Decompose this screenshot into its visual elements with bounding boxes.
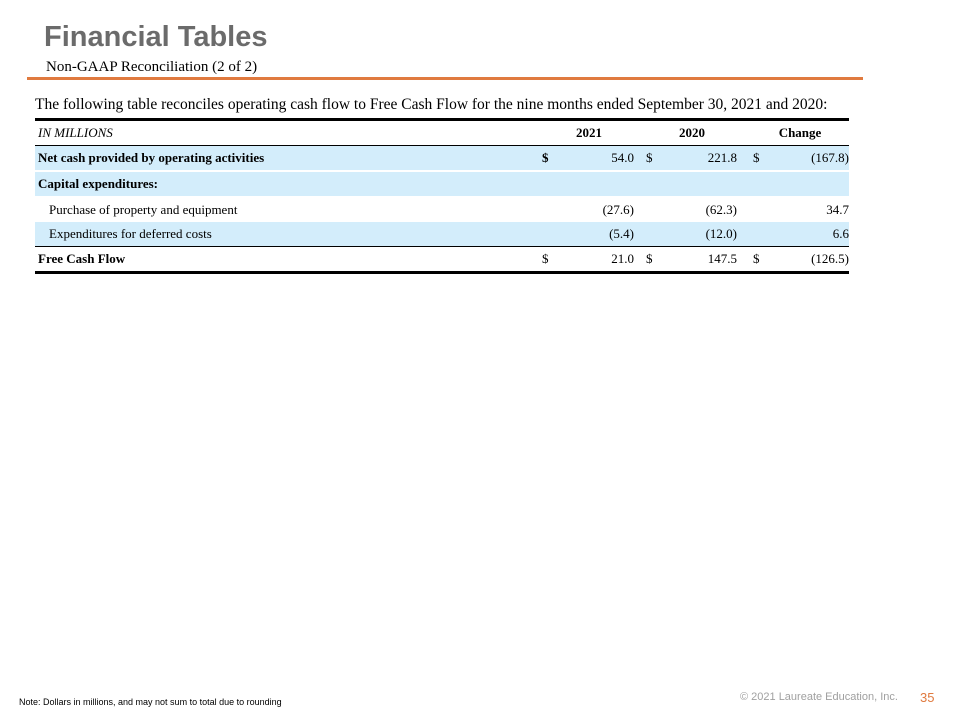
- value-2021: (27.6): [602, 202, 634, 217]
- value-change: (167.8): [811, 150, 849, 165]
- table-row-free-cash-flow: Free Cash Flow $ 21.0 $ 147.5 $ (126.5): [35, 247, 849, 271]
- column-header-2021: 2021: [576, 125, 602, 140]
- column-header-change: Change: [778, 125, 822, 140]
- table-bottom-rule: [35, 271, 849, 274]
- value-2020: 147.5: [707, 251, 737, 266]
- header-rule: [35, 145, 849, 146]
- page-subtitle: Non-GAAP Reconciliation (2 of 2): [46, 59, 258, 75]
- value-change: (126.5): [811, 251, 849, 266]
- dollar-sign: $: [753, 251, 760, 266]
- dollar-sign: $: [542, 251, 549, 266]
- row-label: Free Cash Flow: [38, 251, 126, 266]
- table-top-rule: [35, 118, 849, 121]
- row-label: Net cash provided by operating activitie…: [38, 150, 265, 165]
- value-2020: (12.0): [705, 226, 737, 241]
- intro-text: The following table reconciles operating…: [35, 96, 828, 113]
- value-2021: (5.4): [609, 226, 634, 241]
- dollar-sign: $: [646, 150, 653, 165]
- row-label: Purchase of property and equipment: [49, 202, 238, 217]
- table-row-capex-heading: Capital expenditures:: [35, 172, 849, 196]
- value-2020: (62.3): [705, 202, 737, 217]
- table-row-deferred-costs: Expenditures for deferred costs (5.4) (1…: [35, 222, 849, 246]
- row-label: Capital expenditures:: [38, 176, 159, 191]
- page-number: 35: [920, 690, 935, 705]
- footnote: Note: Dollars in millions, and may not s…: [19, 697, 282, 707]
- table-row-operating-cash: Net cash provided by operating activitie…: [35, 146, 849, 170]
- value-2021: 54.0: [611, 150, 634, 165]
- total-rule: [35, 246, 849, 247]
- reconciliation-table: IN MILLIONS 2021 2020 Change Net cash pr…: [35, 118, 849, 274]
- dollar-sign: $: [753, 150, 760, 165]
- table-header-row: IN MILLIONS 2021 2020 Change: [35, 121, 849, 145]
- page-title: Financial Tables: [44, 21, 268, 53]
- title-divider: [27, 77, 863, 80]
- units-label: IN MILLIONS: [38, 125, 113, 140]
- dollar-sign: $: [646, 251, 653, 266]
- copyright-text: © 2021 Laureate Education, Inc.: [740, 691, 898, 703]
- table-row-property-equipment: Purchase of property and equipment (27.6…: [35, 198, 849, 222]
- value-change: 6.6: [832, 226, 849, 241]
- dollar-sign: $: [542, 150, 549, 165]
- value-2021: 21.0: [611, 251, 634, 266]
- column-header-2020: 2020: [679, 125, 705, 140]
- value-2020: 221.8: [707, 150, 737, 165]
- row-label: Expenditures for deferred costs: [49, 226, 212, 241]
- value-change: 34.7: [826, 202, 849, 217]
